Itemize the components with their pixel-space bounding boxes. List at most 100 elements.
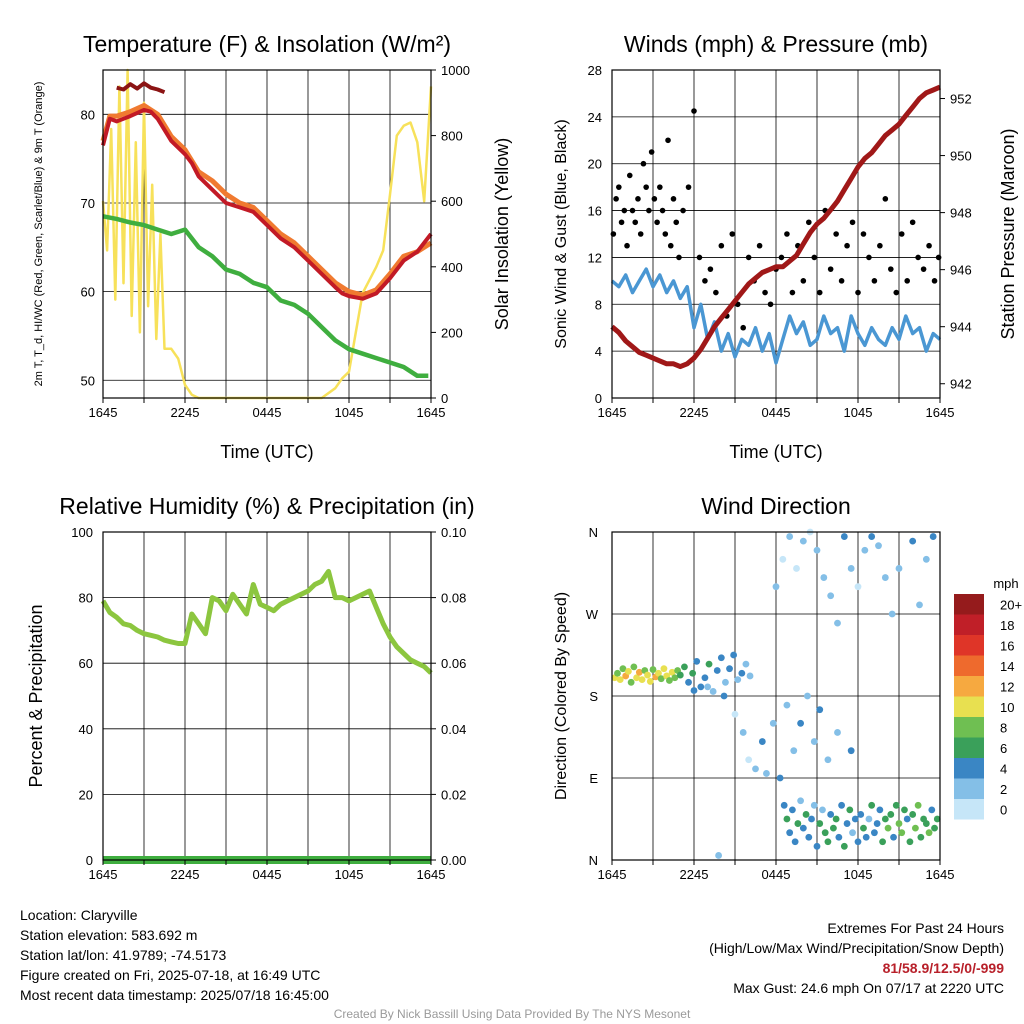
direction-point bbox=[916, 601, 923, 609]
gust-point bbox=[667, 242, 674, 249]
x-tick-label: 1645 bbox=[598, 405, 627, 420]
direction-point bbox=[705, 660, 713, 668]
y-tick-label-left: 24 bbox=[588, 110, 602, 125]
direction-point bbox=[660, 665, 668, 673]
colorbar-swatch bbox=[954, 614, 984, 635]
direction-point bbox=[903, 815, 911, 823]
direction-point bbox=[794, 820, 802, 827]
gust-point bbox=[920, 266, 927, 272]
x-tick-label: 1045 bbox=[844, 405, 873, 420]
gust-point bbox=[849, 219, 856, 226]
gust-point bbox=[685, 184, 692, 190]
gust-point bbox=[740, 324, 746, 331]
extremes-values: 81/58.9/12.5/0/-999 bbox=[882, 960, 1004, 976]
direction-point bbox=[847, 747, 855, 755]
colorbar-swatch bbox=[954, 778, 984, 799]
gust-point bbox=[665, 137, 671, 144]
direction-point bbox=[898, 829, 906, 837]
y-tick-label-right: 0.00 bbox=[441, 853, 466, 868]
gust-point bbox=[931, 278, 938, 284]
direction-ylabel: Direction (Colored By Speed) bbox=[553, 592, 570, 800]
direction-point bbox=[912, 824, 919, 832]
gust-point bbox=[800, 278, 807, 284]
direction-point bbox=[689, 669, 697, 677]
y-tick-label-right: 944 bbox=[950, 320, 972, 335]
direction-point bbox=[834, 729, 841, 736]
y-tick-label-right: 800 bbox=[441, 129, 463, 144]
gust-point bbox=[762, 289, 768, 296]
direction-point bbox=[914, 801, 922, 809]
direction-point bbox=[840, 533, 848, 540]
x-tick-label: 1645 bbox=[89, 867, 118, 882]
direction-point bbox=[846, 806, 854, 814]
direction-point bbox=[922, 555, 930, 563]
direction-point bbox=[873, 820, 881, 827]
colorbar-label: 16 bbox=[1000, 638, 1014, 653]
direction-point bbox=[868, 533, 876, 540]
humidity-panel: 0 20 40 60 80 100 0.00 0.02 0.04 0.06 0.08 0.10 1645… bbox=[26, 493, 475, 882]
direction-point bbox=[625, 668, 632, 675]
direction-point bbox=[909, 811, 917, 818]
gust-point bbox=[855, 289, 861, 296]
direction-point bbox=[671, 674, 679, 682]
gust-point bbox=[673, 219, 680, 226]
y-tick-label-left: 80 bbox=[81, 107, 95, 122]
series-2m-t bbox=[101, 107, 433, 301]
direction-point bbox=[816, 706, 824, 714]
direction-point bbox=[820, 574, 828, 581]
y-tick-label-left: 70 bbox=[81, 196, 95, 211]
elevation-text: Station elevation: 583.692 m bbox=[20, 927, 198, 943]
direction-point bbox=[676, 671, 684, 679]
created-text: Figure created on Fri, 2025-07-18, at 16… bbox=[20, 967, 321, 983]
gust-point bbox=[657, 184, 663, 190]
gust-point bbox=[838, 278, 845, 284]
direction-point bbox=[630, 663, 638, 671]
y-tick-label-left: 80 bbox=[79, 591, 93, 606]
direction-point bbox=[790, 747, 798, 755]
gust-point bbox=[659, 207, 666, 214]
direction-point bbox=[715, 852, 722, 859]
colorbar-swatch bbox=[954, 696, 984, 717]
direction-point bbox=[793, 565, 800, 572]
x-tick-label: 1645 bbox=[89, 405, 118, 420]
gust-point bbox=[676, 254, 682, 261]
direction-point bbox=[933, 815, 941, 823]
gust-point bbox=[729, 231, 736, 237]
gust-point bbox=[616, 184, 622, 190]
direction-point bbox=[646, 678, 654, 685]
insolation-ylabel-right: Solar Insolation (Yellow) bbox=[492, 138, 512, 330]
gust-point bbox=[626, 172, 633, 179]
x-tick-label: 0445 bbox=[253, 405, 282, 420]
y-tick-label-right: 0.06 bbox=[441, 656, 466, 671]
wind-ylabel-left: Sonic Wind & Gust (Blue, Black) bbox=[553, 119, 570, 348]
y-tick-label-right: 0 bbox=[441, 391, 448, 406]
colorbar-swatch bbox=[954, 676, 984, 697]
series-solar-insolation bbox=[101, 68, 433, 400]
direction-point bbox=[633, 674, 640, 682]
direction-point bbox=[799, 824, 807, 832]
direction-point bbox=[614, 669, 621, 677]
colorbar-label: 6 bbox=[1000, 741, 1007, 756]
colorbar-label: 8 bbox=[1000, 720, 1007, 735]
colorbar-swatch bbox=[954, 655, 984, 676]
y-tick-label-right: 946 bbox=[950, 263, 972, 278]
speed-colorbar: mph 0 2 4 6 8 10 12 14 16 18 20+ bbox=[954, 576, 1022, 820]
direction-point bbox=[649, 666, 657, 673]
direction-point bbox=[824, 838, 832, 846]
direction-point bbox=[854, 583, 862, 591]
wind-direction-title: Wind Direction bbox=[701, 493, 851, 519]
direction-point bbox=[843, 820, 851, 827]
x-tick-label: 1045 bbox=[844, 867, 873, 882]
temperature-title: Temperature (F) & Insolation (W/m²) bbox=[83, 31, 451, 57]
y-tick-label-right: 0.10 bbox=[441, 525, 466, 540]
gust-point bbox=[613, 196, 619, 202]
direction-point bbox=[619, 665, 627, 673]
gust-point bbox=[643, 184, 649, 190]
series-heat-index bbox=[116, 81, 166, 95]
direction-point bbox=[752, 765, 759, 773]
series-sonic-wind bbox=[610, 267, 942, 365]
pressure-ylabel-right: Station Pressure (Maroon) bbox=[998, 128, 1018, 339]
direction-point bbox=[720, 692, 728, 700]
